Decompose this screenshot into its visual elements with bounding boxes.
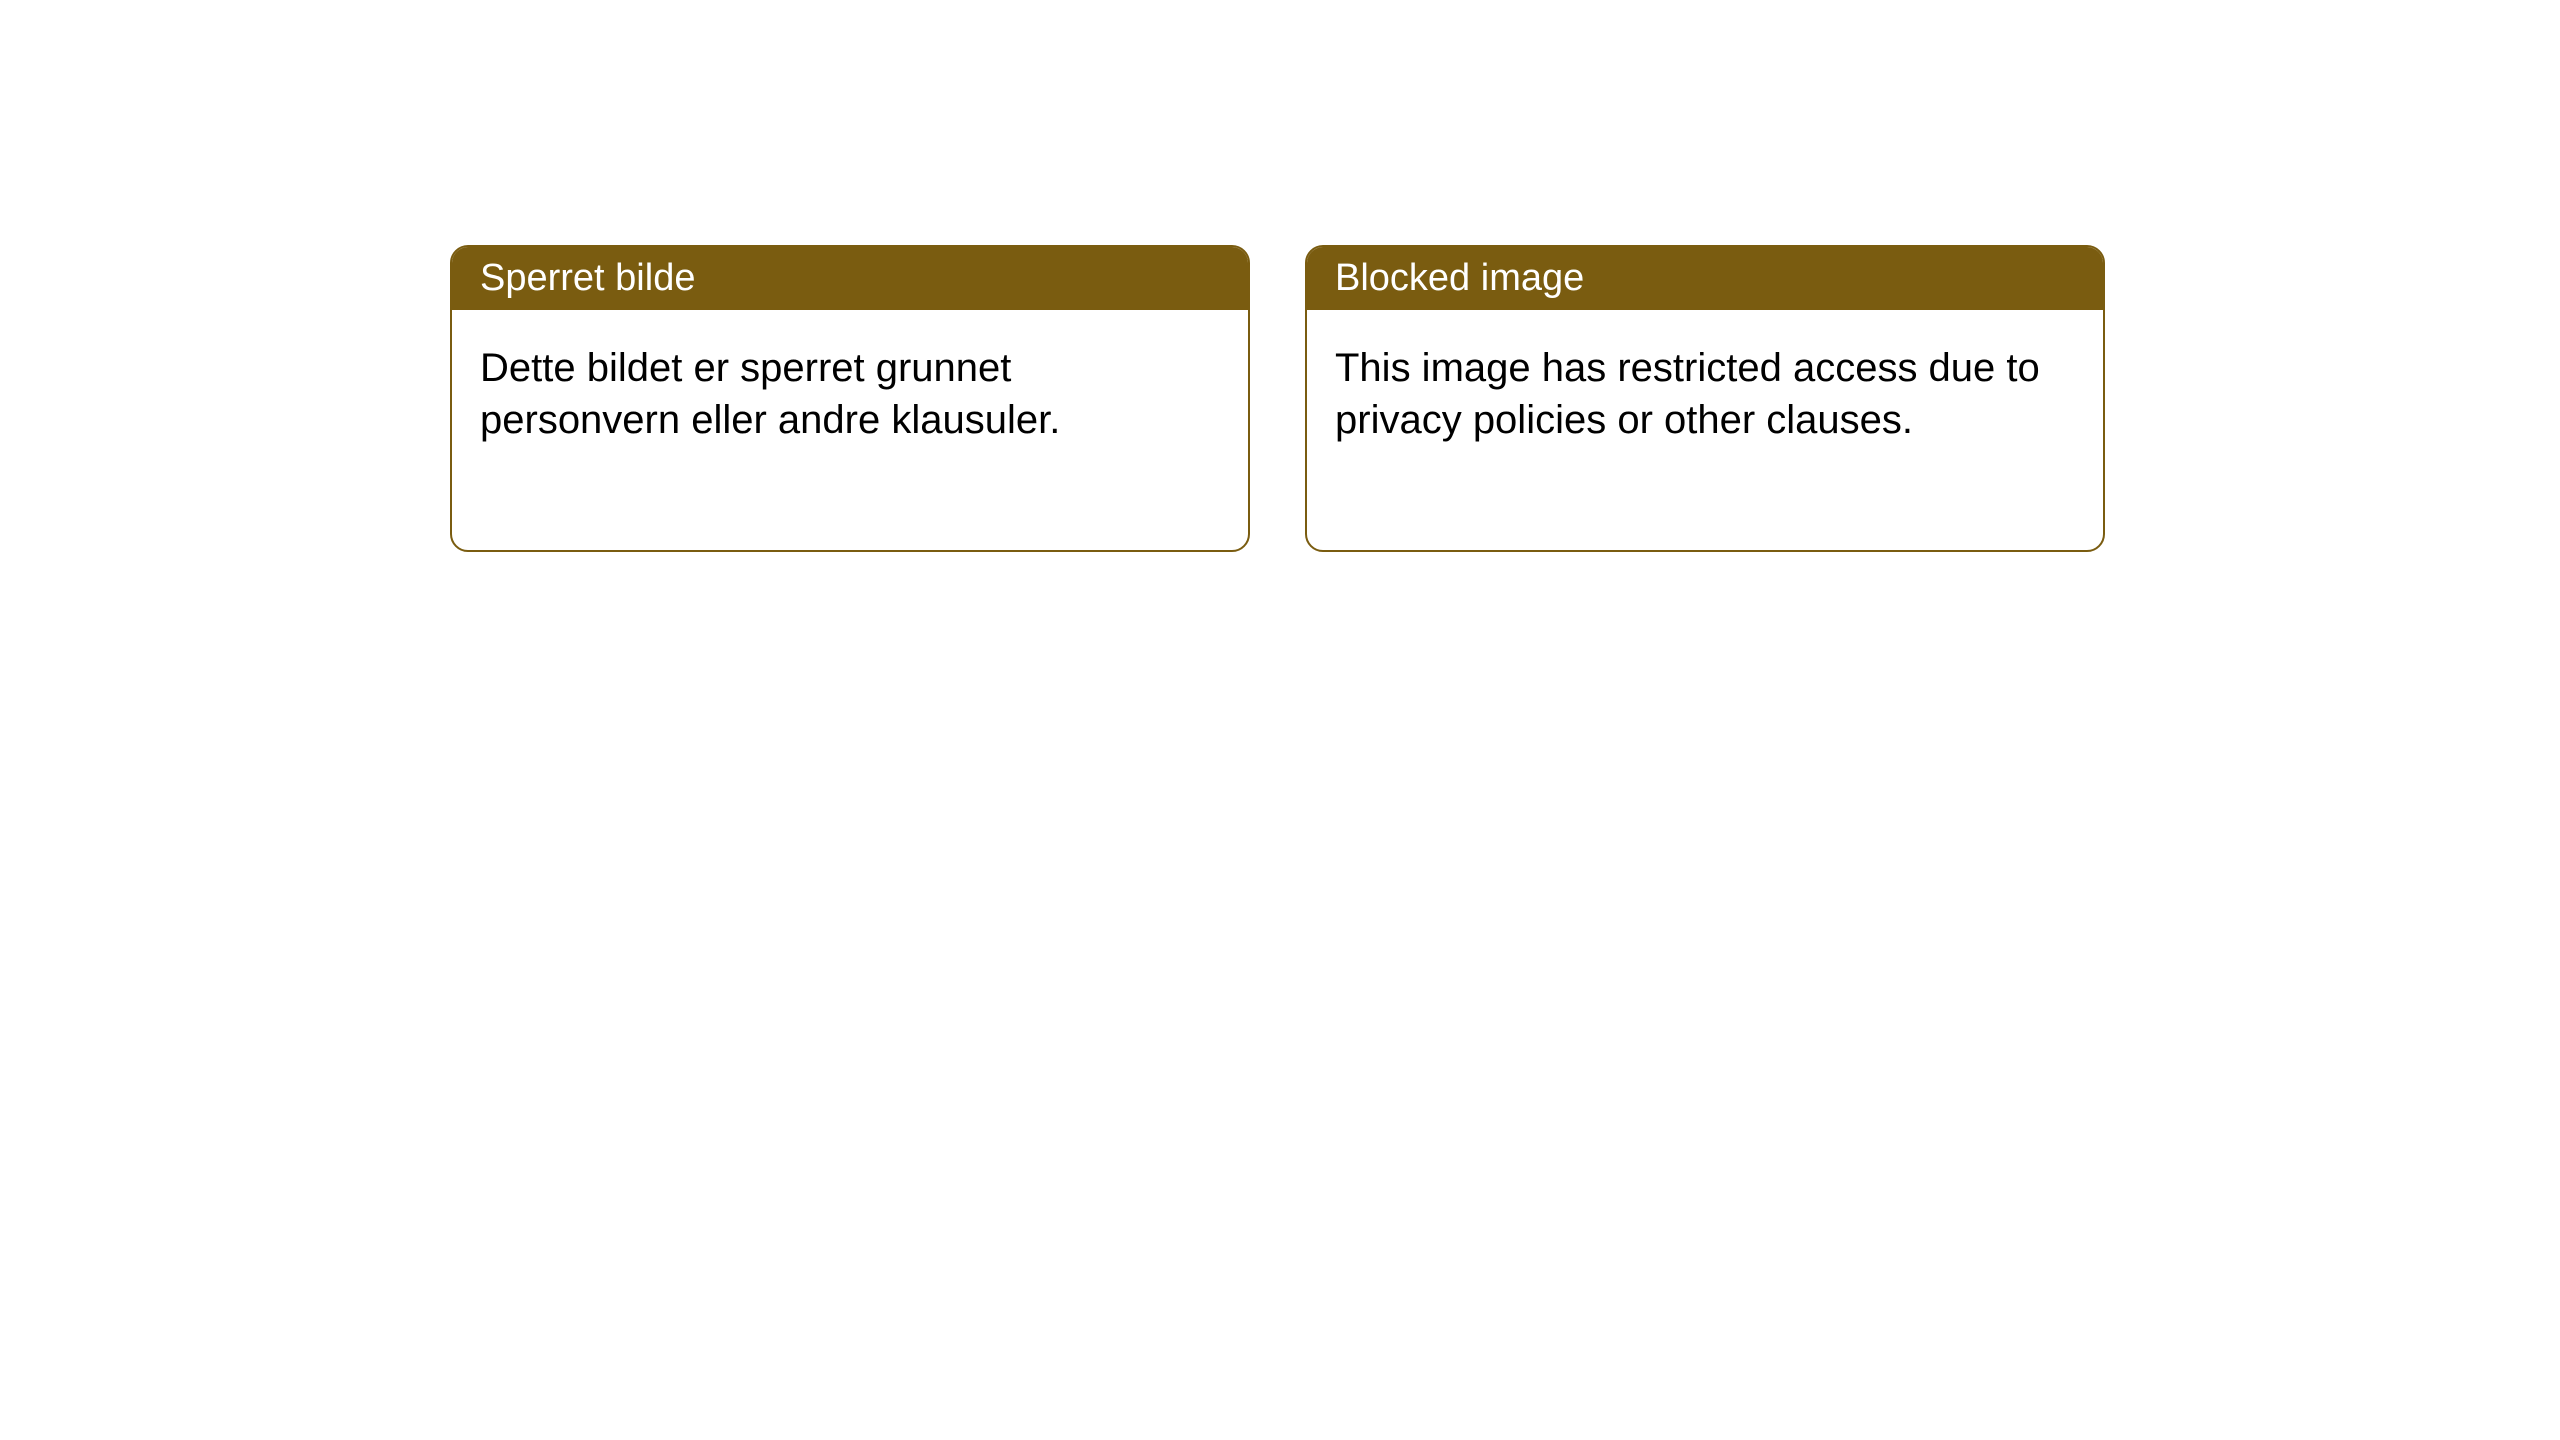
notice-title: Blocked image xyxy=(1335,257,1584,299)
notice-text: This image has restricted access due to … xyxy=(1335,346,2040,442)
notice-title: Sperret bilde xyxy=(480,257,695,299)
notice-text: Dette bildet er sperret grunnet personve… xyxy=(480,346,1060,442)
notice-header: Blocked image xyxy=(1307,247,2103,310)
notice-body: Dette bildet er sperret grunnet personve… xyxy=(452,310,1248,550)
notice-card-english: Blocked image This image has restricted … xyxy=(1305,245,2105,552)
notice-card-norwegian: Sperret bilde Dette bildet er sperret gr… xyxy=(450,245,1250,552)
notice-header: Sperret bilde xyxy=(452,247,1248,310)
notice-body: This image has restricted access due to … xyxy=(1307,310,2103,550)
notice-container: Sperret bilde Dette bildet er sperret gr… xyxy=(450,245,2105,552)
